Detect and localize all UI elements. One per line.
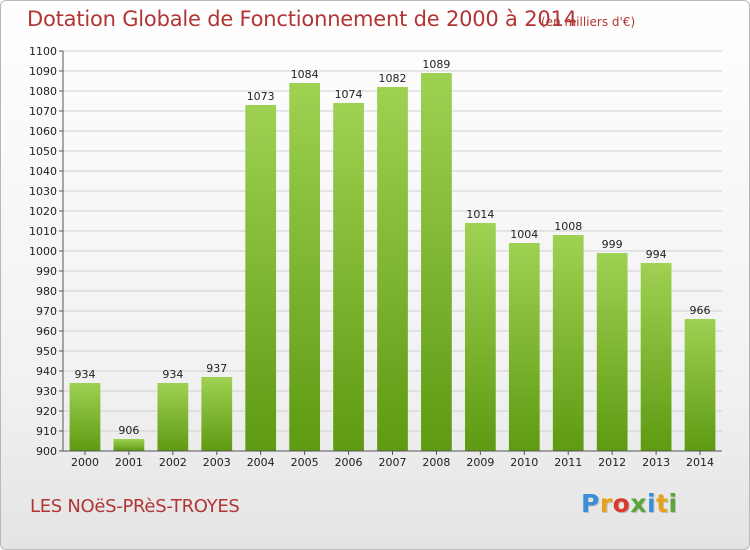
bar <box>201 377 233 451</box>
x-tick-label: 2009 <box>466 456 494 469</box>
data-label: 934 <box>74 368 95 381</box>
chart-subtitle: (en milliers d'€) <box>541 15 636 29</box>
x-tick-label: 2008 <box>422 456 450 469</box>
y-tick-label: 1090 <box>29 65 57 78</box>
data-label: 994 <box>646 248 667 261</box>
x-tick-label: 2007 <box>379 456 407 469</box>
data-label: 999 <box>602 238 623 251</box>
data-label: 1082 <box>379 72 407 85</box>
y-tick-label: 1100 <box>29 45 57 58</box>
logo-letter: o <box>612 489 631 518</box>
x-tick-label: 2010 <box>510 456 538 469</box>
bars <box>69 73 716 451</box>
logo-letter: r <box>599 489 613 518</box>
data-label: 1004 <box>510 228 538 241</box>
y-tick-label: 930 <box>36 385 57 398</box>
bar <box>684 319 716 451</box>
y-tick-label: 990 <box>36 265 57 278</box>
data-label: 934 <box>162 368 183 381</box>
bar <box>421 73 452 451</box>
x-tick-label: 2005 <box>291 456 319 469</box>
data-label: 1008 <box>554 220 582 233</box>
data-label: 937 <box>206 362 227 375</box>
x-tick-label: 2013 <box>642 456 670 469</box>
y-tick-label: 940 <box>36 365 57 378</box>
bar <box>113 439 145 451</box>
y-tick-label: 1040 <box>29 165 57 178</box>
bar <box>157 383 189 451</box>
logo-letter: i <box>647 489 657 518</box>
x-tick-label: 2011 <box>554 456 582 469</box>
bar <box>464 223 496 451</box>
y-tick-label: 910 <box>36 425 57 438</box>
logo-letter: t <box>656 489 669 518</box>
data-labels: 934 906 934 937 1073 1084 1074 1082 1089 1014 1004… <box>74 58 710 437</box>
x-tick-label: 2012 <box>598 456 626 469</box>
y-tick-label: 1070 <box>29 105 57 118</box>
y-tick-label: 980 <box>36 285 57 298</box>
x-tick-label: 2004 <box>247 456 275 469</box>
proxiti-logo[interactable]: Proxiti <box>581 489 678 518</box>
y-tick-label: 1010 <box>29 225 57 238</box>
x-tick-label: 2002 <box>159 456 187 469</box>
y-tick-label: 970 <box>36 305 57 318</box>
bar <box>596 253 628 451</box>
data-label: 906 <box>118 424 139 437</box>
data-label: 1074 <box>335 88 363 101</box>
logo-letter: i <box>668 489 678 518</box>
y-tick-label: 1080 <box>29 85 57 98</box>
x-tick-label: 2003 <box>203 456 231 469</box>
y-tick-label: 920 <box>36 405 57 418</box>
y-tick-label: 1030 <box>29 185 57 198</box>
bar <box>377 87 408 451</box>
data-label: 1073 <box>247 90 275 103</box>
data-label: 1014 <box>466 208 494 221</box>
logo-letter: x <box>630 489 647 518</box>
x-tick-label: 2014 <box>686 456 714 469</box>
y-tick-label: 1060 <box>29 125 57 138</box>
y-tick-label: 900 <box>36 445 57 458</box>
y-tick-label: 1000 <box>29 245 57 258</box>
bar <box>289 83 321 451</box>
x-tick-label: 2006 <box>335 456 363 469</box>
logo-letter: P <box>581 489 600 518</box>
bar <box>69 383 101 451</box>
place-name: LES NOëS-PRèS-TROYES <box>30 496 240 517</box>
y-tick-label: 950 <box>36 345 57 358</box>
data-label: 1089 <box>422 58 450 71</box>
bar <box>245 105 277 451</box>
bar <box>640 263 672 451</box>
x-tick-label: 2000 <box>71 456 99 469</box>
data-label: 966 <box>690 304 711 317</box>
y-tick-label: 960 <box>36 325 57 338</box>
axes: 900 910 920 930 940 950 960 970 980 990 1000 1010 10… <box>29 45 722 469</box>
x-tick-label: 2001 <box>115 456 143 469</box>
bar <box>552 235 584 451</box>
bar <box>508 243 540 451</box>
chart-title: Dotation Globale de Fonctionnement de 20… <box>27 7 577 31</box>
data-label: 1084 <box>291 68 319 81</box>
bar <box>333 103 364 451</box>
y-tick-label: 1050 <box>29 145 57 158</box>
y-tick-label: 1020 <box>29 205 57 218</box>
